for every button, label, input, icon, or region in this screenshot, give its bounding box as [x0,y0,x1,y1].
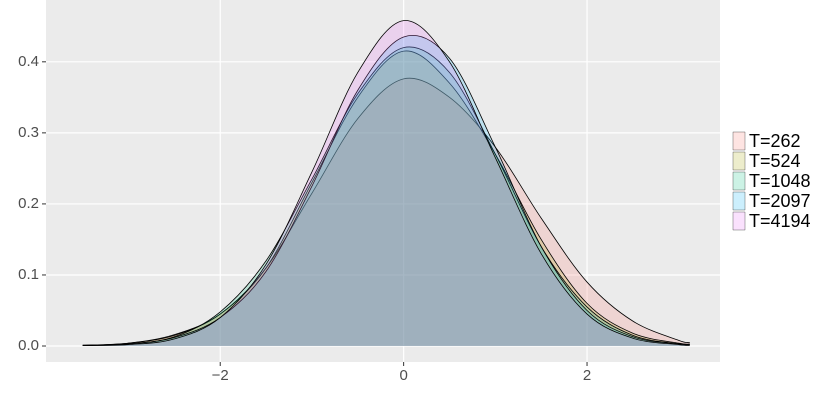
legend-key [732,131,746,151]
legend-label: T=4194 [749,211,811,231]
x-tick-label: 0 [399,367,407,384]
legend-key [732,191,746,211]
x-tick-label: −2 [212,367,229,384]
density-area [82,46,690,347]
legend-key [732,171,746,191]
density-line [82,20,690,347]
y-tick-label: 0.0 [18,337,39,354]
y-tick-label: 0.3 [18,124,39,141]
density-line [82,35,690,346]
legend-key [732,211,746,231]
panel [46,0,720,362]
y-tick-label: 0.2 [18,195,39,212]
legend-label: T=2097 [749,191,811,211]
legend-label: T=262 [749,131,801,151]
y-tick-label: 0.1 [18,266,39,283]
density-area [82,78,690,347]
density-line [82,46,690,346]
x-tick-label: 2 [583,367,591,384]
density-area [82,50,690,347]
y-tick-label: 0.4 [18,53,39,70]
density-area [82,20,690,347]
legend-label: T=524 [749,151,801,171]
legend-key [732,151,746,171]
density-area [82,35,690,347]
legend-label: T=1048 [749,171,811,191]
